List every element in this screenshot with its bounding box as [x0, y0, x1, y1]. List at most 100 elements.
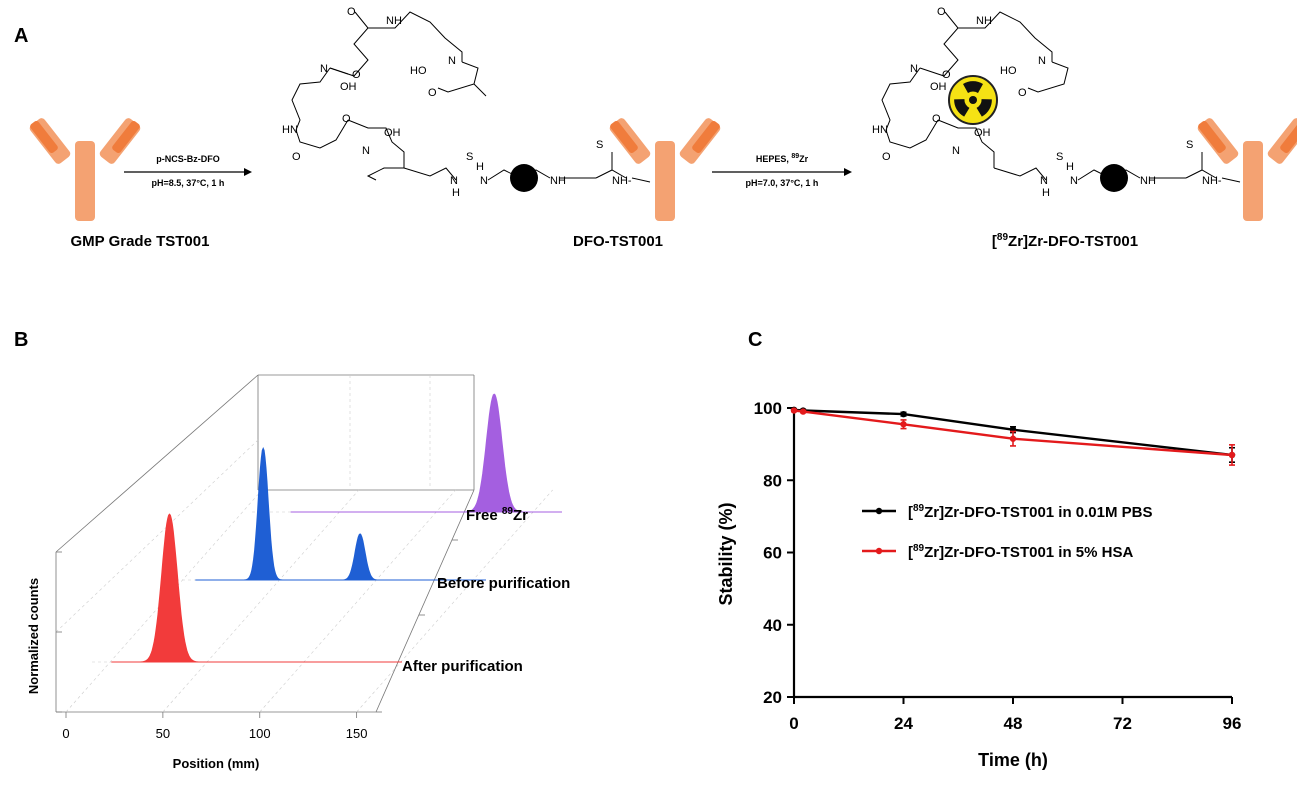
svg-text:O: O [347, 6, 356, 18]
svg-text:S: S [466, 151, 473, 163]
svg-text:H: H [1042, 187, 1050, 199]
trace-label: Free 89Zr [466, 506, 528, 524]
stability-chart: 20 40 60 80 100 0 24 48 72 96 [89Zr]Zr-DFO-TST001… [716, 399, 1241, 770]
x-tick-label: 100 [249, 726, 271, 741]
antibody-icon [29, 118, 141, 221]
svg-text:O: O [352, 69, 361, 81]
svg-text:N: N [450, 175, 458, 187]
y-tick-label: 80 [763, 471, 782, 490]
svg-text:NH: NH [386, 15, 402, 27]
reaction-arrow-1: p-NCS-Bz-DFO pH=8.5, 37°C, 1 h [124, 154, 252, 188]
step1-conditions: pH=8.5, 37°C, 1 h [152, 178, 225, 188]
data-point [799, 408, 807, 415]
x-axis-ticks: 0 50 100 150 [62, 712, 367, 741]
trace-area [195, 446, 486, 581]
chart-axes: 20 40 60 80 100 0 24 48 72 96 [754, 399, 1242, 733]
svg-text:H: H [476, 161, 484, 173]
svg-text:N: N [910, 63, 918, 75]
step2-conditions: pH=7.0, 37°C, 1 h [746, 178, 819, 188]
svg-text:N: N [362, 145, 370, 157]
x-tick-label: 150 [346, 726, 368, 741]
antibody-icon [609, 118, 721, 221]
svg-text:O: O [428, 87, 437, 99]
chart-legend: [89Zr]Zr-DFO-TST001 in 0.01M PBS [89Zr]Zr… [862, 503, 1153, 561]
svg-text:O: O [342, 113, 351, 125]
svg-text:N: N [448, 55, 456, 67]
svg-text:OH: OH [340, 81, 357, 93]
trace-area [290, 393, 562, 513]
x-tick-label: 72 [1113, 714, 1132, 733]
x-tick-label: 50 [156, 726, 170, 741]
trace-label: Before purification [437, 575, 570, 592]
compound-name-3: [89Zr]Zr-DFO-TST001 [992, 232, 1138, 250]
svg-text:NH: NH [550, 175, 566, 187]
svg-text:S: S [596, 139, 603, 151]
svg-text:N: N [1070, 175, 1078, 187]
svg-text:S: S [1056, 151, 1063, 163]
svg-text:N: N [480, 175, 488, 187]
svg-text:O: O [1018, 87, 1027, 99]
svg-text:NH-: NH- [1202, 175, 1222, 187]
y-tick-label: 20 [763, 688, 782, 707]
y-axis-label: Normalized counts [26, 578, 41, 694]
data-point [900, 421, 907, 428]
compound-name-1: GMP Grade TST001 [71, 233, 210, 250]
dfo-structure-2 [881, 11, 1241, 192]
reaction-arrow-2: HEPES, 89Zr pH=7.0, 37°C, 1 h [712, 153, 852, 188]
svg-text:O: O [882, 151, 891, 163]
svg-text:O: O [942, 69, 951, 81]
data-point [900, 410, 907, 418]
radiation-hazard-icon [948, 75, 998, 125]
svg-text:O: O [932, 113, 941, 125]
y-tick-label: 100 [754, 399, 782, 418]
chart-series [790, 406, 1236, 466]
step2-reagent: HEPES, 89Zr [756, 153, 809, 164]
dfo-labels-1: O NH N OH O N HO O HN O O N OH S N H N H… [282, 6, 632, 199]
x-axis-label: Position (mm) [173, 756, 260, 771]
trace-label: After purification [402, 658, 523, 675]
svg-text:NH: NH [976, 15, 992, 27]
svg-text:N: N [1038, 55, 1046, 67]
y-tick-label: 60 [763, 544, 782, 563]
svg-text:HN: HN [282, 124, 298, 136]
x-axis-label: Time (h) [978, 750, 1048, 770]
svg-text:HO: HO [1000, 65, 1017, 77]
x-tick-label: 0 [62, 726, 69, 741]
waterfall-chart: Free 89Zr Before purification After purifi… [26, 374, 570, 771]
svg-text:OH: OH [930, 81, 947, 93]
svg-text:OH: OH [384, 127, 401, 139]
svg-text:OH: OH [974, 127, 991, 139]
y-tick-label: 40 [763, 616, 782, 635]
legend-label: [89Zr]Zr-DFO-TST001 in 5% HSA [908, 543, 1133, 561]
svg-text:HN: HN [872, 124, 888, 136]
svg-text:HO: HO [410, 65, 427, 77]
svg-text:NH: NH [1140, 175, 1156, 187]
svg-text:H: H [1066, 161, 1074, 173]
compound-name-2: DFO-TST001 [573, 233, 663, 250]
y-axis-label: Stability (%) [716, 502, 736, 605]
svg-text:NH-: NH- [612, 175, 632, 187]
data-point [1009, 435, 1017, 442]
svg-text:N: N [952, 145, 960, 157]
panel-label-c: C [748, 329, 762, 351]
svg-text:H: H [452, 187, 460, 199]
svg-text:N: N [320, 63, 328, 75]
dfo-labels-2: O NH N OH O N HO O HN O O N OH S N H N H… [872, 6, 1222, 199]
x-tick-label: 48 [1004, 714, 1023, 733]
svg-text:O: O [292, 151, 301, 163]
svg-text:O: O [937, 6, 946, 18]
svg-text:N: N [1040, 175, 1048, 187]
dfo-structure-1 [291, 11, 651, 192]
data-point [790, 407, 798, 414]
panel-label-a: A [14, 25, 28, 47]
x-tick-label: 96 [1223, 714, 1242, 733]
chart-traces: Free 89Zr Before purification After purifi… [111, 393, 570, 675]
step1-reagent: p-NCS-Bz-DFO [156, 154, 220, 164]
legend-label: [89Zr]Zr-DFO-TST001 in 0.01M PBS [908, 503, 1153, 521]
panel-label-b: B [14, 329, 28, 351]
data-point [1228, 451, 1236, 459]
x-tick-label: 0 [789, 714, 798, 733]
antibody-icon [1197, 118, 1297, 221]
x-tick-label: 24 [894, 714, 913, 733]
